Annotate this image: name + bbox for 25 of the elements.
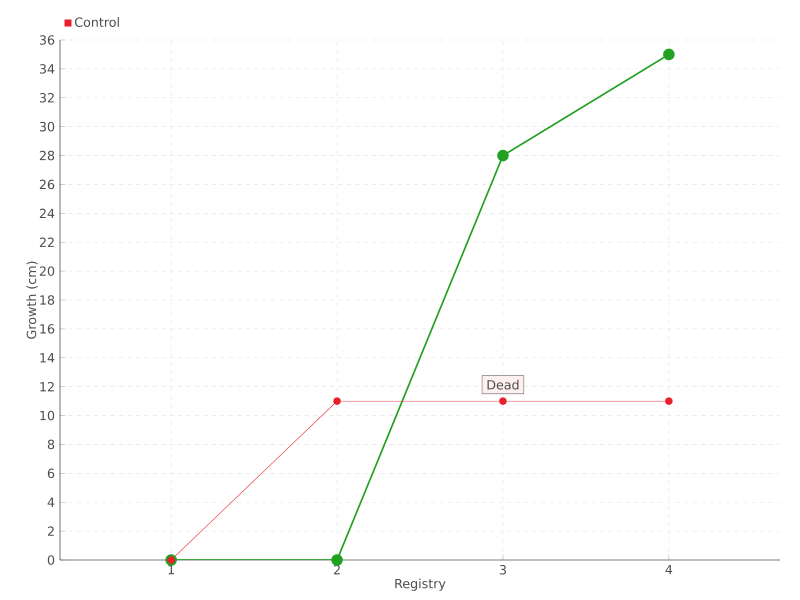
y-tick-label: 30 [40, 122, 54, 132]
y-tick-label: 8 [48, 440, 54, 450]
y-tick-label: 6 [48, 468, 54, 478]
y-tick-label: 32 [40, 92, 54, 103]
y-tick-label: 0 [48, 555, 54, 565]
x-tick-label: 4 [665, 564, 672, 574]
y-tick-label: 28 [40, 150, 54, 160]
legend-label: Control [74, 17, 119, 27]
y-tick-label: 36 [40, 35, 54, 45]
y-tick-label: 34 [40, 64, 54, 74]
y-tick-label: 18 [40, 295, 54, 305]
x-axis-title: Registry [395, 578, 446, 591]
y-tick-label: 24 [40, 208, 54, 218]
y-axis-title: Growth (cm) [26, 262, 38, 339]
y-tick-label: 22 [40, 238, 54, 247]
y-tick-label: 4 [48, 498, 54, 507]
y-tick-label: 26 [40, 180, 54, 190]
y-tick-label: 2 [48, 526, 54, 536]
x-tick-label: 3 [500, 564, 506, 575]
y-tick-label: 16 [40, 324, 54, 334]
y-tick-label: 14 [40, 353, 54, 362]
y-tick-label: 20 [40, 266, 54, 276]
y-tick-label: 12 [40, 382, 54, 392]
annotation: Dead [488, 380, 518, 390]
y-tick-label: 10 [40, 410, 54, 420]
